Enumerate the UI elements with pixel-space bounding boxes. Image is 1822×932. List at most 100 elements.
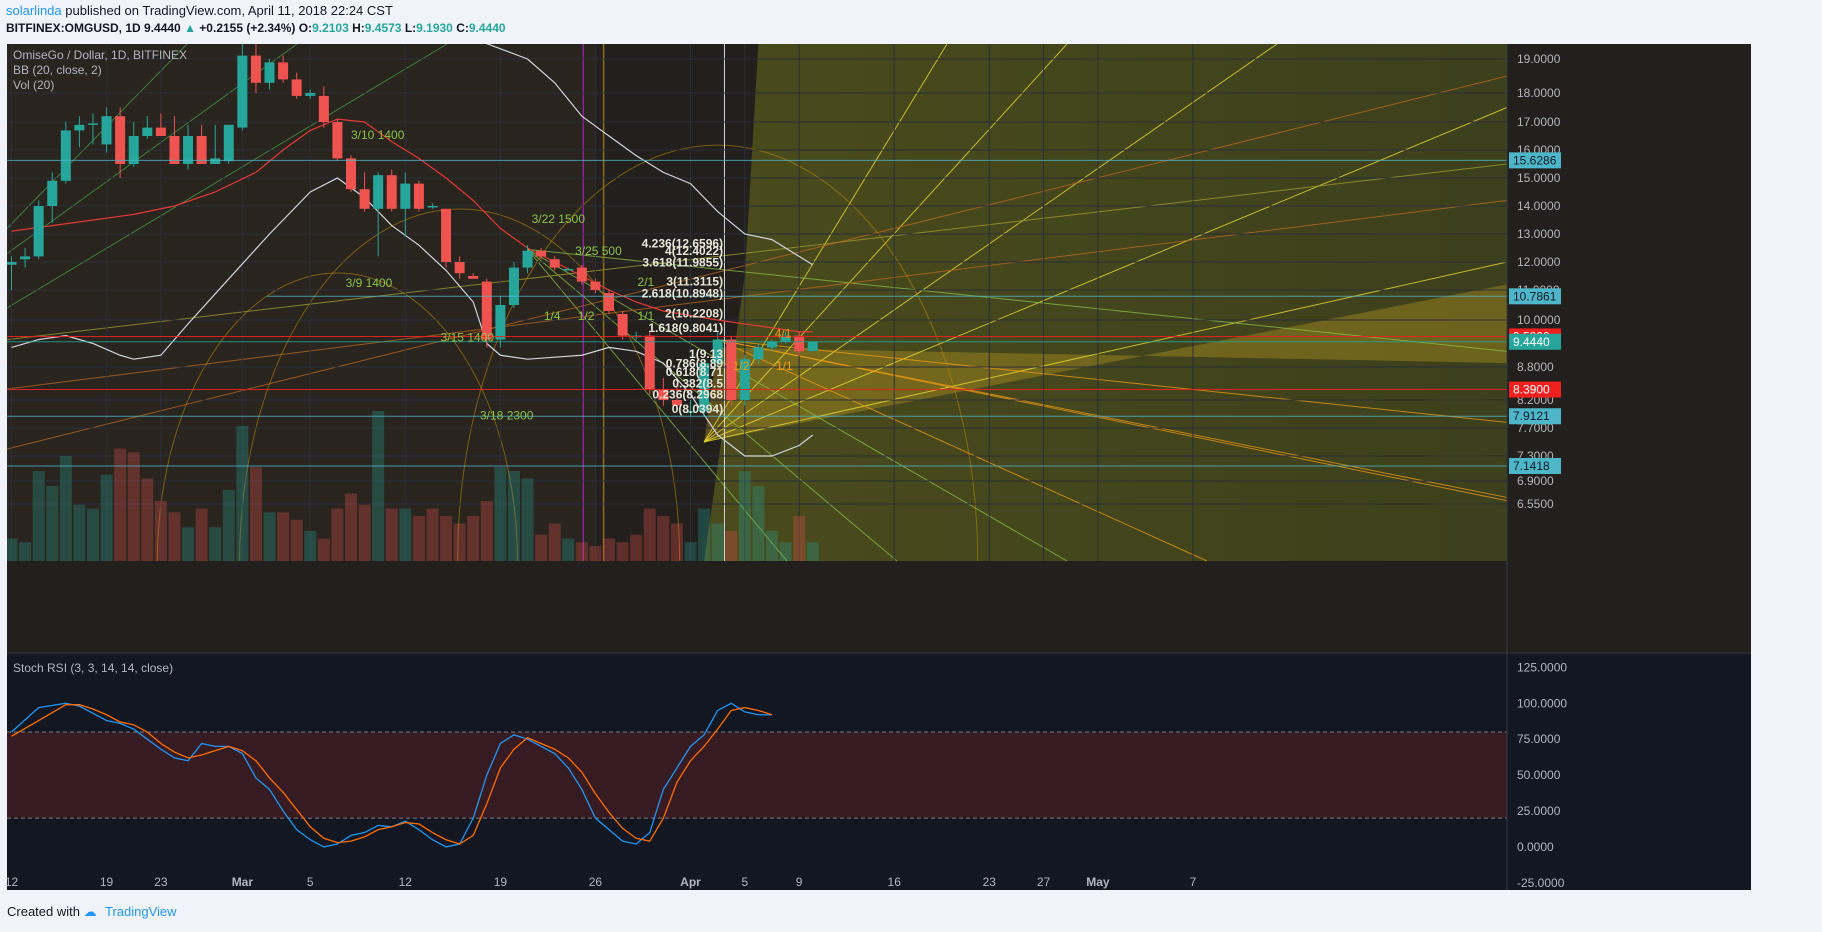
price-label-box: [1509, 152, 1561, 169]
volume-bar: [684, 542, 697, 561]
volume-bar: [467, 516, 480, 561]
candle-body: [20, 256, 31, 260]
volume-bar: [141, 478, 154, 561]
author-link[interactable]: solarlinda: [6, 3, 62, 18]
ohlc-line: BITFINEX:OMGUSD, 1D 9.4440 ▲ +0.2155 (+2…: [6, 21, 506, 35]
candle-body: [237, 55, 248, 128]
volume-bar: [154, 501, 167, 561]
chart-canvas[interactable]: 4.236(12.6596)4(12.4022)3.618(11.9855) 3(…: [7, 44, 1751, 890]
bb-legend[interactable]: BB (20, close, 2): [13, 63, 102, 77]
candle-body: [563, 269, 574, 271]
published-text: published on TradingView.com, April 11, …: [65, 3, 393, 18]
candle-body: [169, 136, 180, 164]
annotation-label: 3/22 1500: [532, 212, 586, 226]
candle-body: [495, 305, 506, 340]
created-with-text: Created with: [7, 904, 80, 919]
fan-line: [7, 44, 298, 255]
fib-level-label: 4(12.4022): [665, 244, 723, 258]
volume-bar: [32, 471, 45, 561]
time-tick-label: 19: [100, 875, 114, 889]
close-label: C:: [456, 21, 469, 35]
candle-body: [305, 93, 316, 96]
candle-body: [373, 175, 384, 209]
volume-bar: [494, 467, 507, 561]
volume-bars: [7, 411, 819, 561]
time-tick-label: 23: [983, 875, 997, 889]
candle-body: [726, 339, 737, 400]
stoch-tick-label: -25.0000: [1517, 876, 1565, 890]
volume-bar: [643, 508, 656, 561]
price-tick-label: 10.0000: [1517, 313, 1561, 327]
volume-bar: [277, 512, 290, 561]
annotation-label: 3/9 1400: [346, 276, 393, 290]
candle-body: [115, 116, 126, 164]
stoch-rsi-legend[interactable]: Stoch RSI (3, 3, 14, 14, close): [13, 661, 173, 675]
candle-body: [74, 124, 85, 131]
volume-bar: [290, 519, 303, 561]
fib-level-label: 0.236(8.2968: [652, 388, 723, 402]
candle-body: [739, 359, 750, 400]
price-label-box: [1509, 408, 1561, 425]
fib-level-label: 0.618(8.71: [666, 365, 724, 379]
open-label: O:: [298, 21, 313, 35]
volume-bar: [589, 546, 602, 561]
candle-body: [549, 259, 560, 268]
candle-body: [359, 189, 370, 209]
candle-body: [183, 136, 194, 164]
fan-line: [7, 44, 188, 229]
volume-bar: [127, 452, 140, 561]
fib-level-label: 0.382(8.5: [672, 377, 723, 391]
time-tick-label: 9: [796, 875, 803, 889]
candle-body: [413, 183, 424, 209]
candle-body: [318, 95, 329, 122]
volume-bar: [263, 512, 276, 561]
candle-body: [644, 335, 655, 389]
price-tick-label: 14.0000: [1517, 199, 1561, 213]
volume-legend[interactable]: Vol (20): [13, 78, 54, 92]
fib-level-label: 2(10.2208): [665, 306, 723, 320]
annotation-label: 1/1: [638, 309, 655, 323]
candle-body: [60, 130, 71, 181]
stoch-tick-label: 50.0000: [1517, 768, 1561, 782]
volume-bar: [59, 456, 72, 561]
candle-body: [617, 314, 628, 336]
candle-body: [576, 267, 587, 282]
time-tick-label: Apr: [680, 875, 701, 889]
time-tick-label: 5: [741, 875, 748, 889]
volume-bar: [752, 486, 765, 561]
gann-box-fill: [704, 284, 1507, 442]
candle-body: [291, 79, 302, 96]
volume-bar: [698, 508, 711, 561]
stoch-tick-label: 75.0000: [1517, 732, 1561, 746]
price-tick-label: 15.0000: [1517, 171, 1561, 185]
price-label-box: [1509, 333, 1561, 350]
publish-line: solarlinda published on TradingView.com,…: [6, 3, 393, 18]
volume-bar: [114, 448, 127, 561]
annotation-label: 1/4: [544, 309, 561, 323]
tradingview-link[interactable]: TradingView: [105, 904, 177, 919]
price-label-box: [1509, 381, 1561, 398]
fan-line: [527, 249, 898, 562]
candle-body: [47, 180, 58, 206]
volume-bar: [793, 516, 806, 561]
volume-bar: [562, 538, 575, 561]
volume-bar: [738, 471, 751, 561]
gann-fan-fill: [704, 44, 1507, 561]
axes: 19.000018.000017.000016.000015.000014.00…: [7, 44, 1751, 890]
volume-bar: [73, 504, 86, 561]
candle-body: [7, 262, 17, 265]
volume-bar: [806, 542, 819, 561]
drawing-tools: [7, 44, 1508, 562]
annotation-label: 1/1: [776, 359, 793, 373]
volume-bar: [304, 531, 317, 561]
volume-bar: [480, 501, 493, 561]
price-label-text: 10.7861: [1513, 289, 1557, 303]
candle-body: [101, 116, 112, 145]
candle-body: [196, 136, 207, 164]
volume-bar: [453, 523, 466, 561]
candle-body: [712, 339, 723, 364]
arc-line: [156, 272, 518, 562]
chart-area[interactable]: 4.236(12.6596) 4(12.4022) 3.618(11.9855) 3(…: [7, 44, 1751, 890]
fan-line: [717, 339, 1508, 502]
fib-level-label: 2.618(10.8948): [642, 286, 723, 300]
